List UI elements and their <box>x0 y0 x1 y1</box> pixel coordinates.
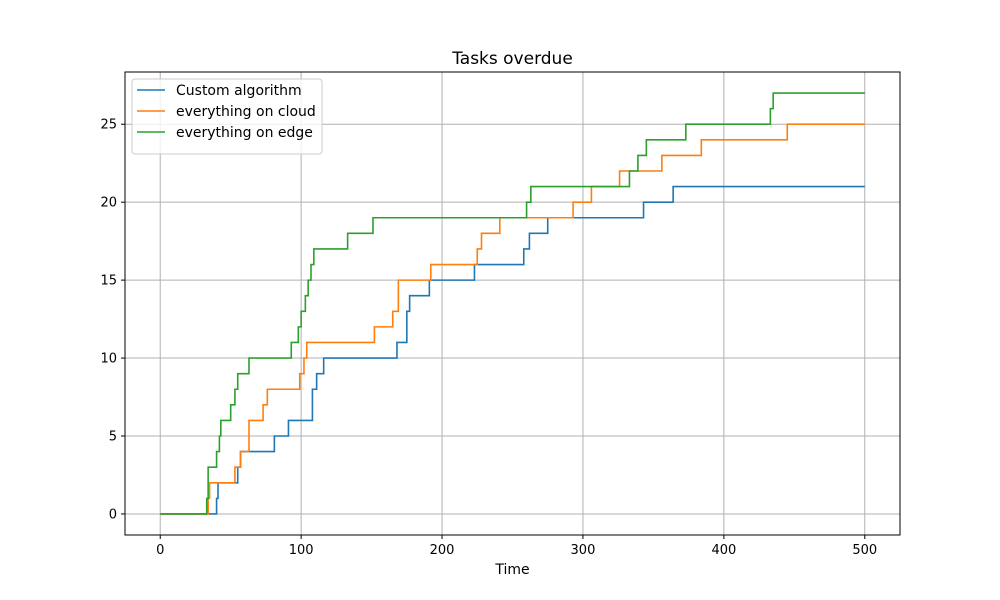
legend-label: everything on edge <box>176 125 313 141</box>
x-tick-label: 300 <box>571 543 596 558</box>
legend-label: everything on cloud <box>176 104 316 120</box>
x-tick-label: 0 <box>156 543 164 558</box>
y-tick-label: 25 <box>100 118 117 133</box>
legend: Custom algorithm everything on cloud every… <box>131 78 323 155</box>
y-tick-label: 0 <box>109 507 117 522</box>
x-tick-label: 100 <box>289 543 314 558</box>
x-axis-label: Time <box>494 562 529 578</box>
y-tick-label: 20 <box>100 196 117 211</box>
series-line-2 <box>160 92 865 515</box>
series-lines <box>160 92 865 515</box>
y-tick-label: 15 <box>100 274 117 289</box>
legend-label: Custom algorithm <box>176 83 302 99</box>
x-tick-label: 400 <box>711 543 736 558</box>
ticks: 0 100 200 300 400 500 0 5 10 15 20 25 <box>100 118 877 558</box>
x-tick-label: 200 <box>430 543 455 558</box>
y-tick-label: 5 <box>109 430 117 445</box>
y-tick-label: 10 <box>100 352 117 367</box>
x-tick-label: 500 <box>852 543 877 558</box>
chart-title: Tasks overdue <box>451 49 573 69</box>
plot-frame <box>124 71 901 536</box>
series-line-1 <box>160 123 865 515</box>
legend-box <box>131 78 323 155</box>
